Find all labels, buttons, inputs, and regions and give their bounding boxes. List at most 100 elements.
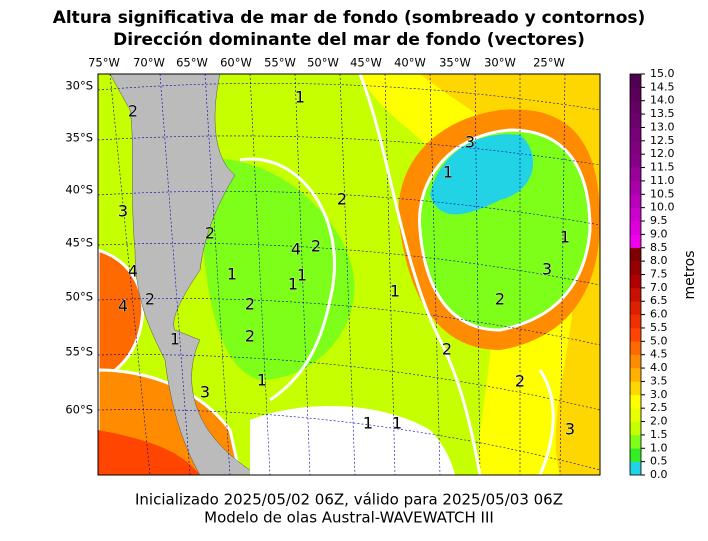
colorbar-tick-label: 7.5 <box>650 268 668 281</box>
contour-label: 1 <box>297 266 307 285</box>
lat-label: 60°S <box>65 403 93 417</box>
region-green-west <box>200 158 355 380</box>
contour-label: 1 <box>390 282 400 301</box>
lat-label: 55°S <box>65 345 93 359</box>
contour-label: 2 <box>245 327 255 346</box>
colorbar-segment <box>630 314 641 329</box>
lon-label: 45°W <box>350 56 382 70</box>
subtitle: Dirección dominante del mar de fondo (ve… <box>113 30 585 50</box>
lon-label: 70°W <box>133 56 165 70</box>
colorbar-tick-label: 6.0 <box>650 308 668 321</box>
colorbar-tick-label: 11.5 <box>650 161 675 174</box>
contour-label: 3 <box>542 260 552 279</box>
colorbar-segment <box>630 408 641 422</box>
lon-label: 35°W <box>439 56 471 70</box>
colorbar-segment <box>630 261 641 275</box>
region-red-sw <box>98 430 200 475</box>
contour-label: 4 <box>291 240 301 259</box>
colorbar-segment <box>630 154 641 168</box>
colorbar-segment <box>630 247 641 262</box>
colorbar-tick-label: 3.0 <box>650 388 668 401</box>
contour-label: 3 <box>465 133 475 152</box>
antarctic-ice <box>250 406 455 475</box>
contour-label: 1 <box>392 414 402 433</box>
colorbar-tick-label: 4.5 <box>650 348 668 361</box>
footer-line2: Modelo de olas Austral-WAVEWATCH III <box>204 509 494 527</box>
colorbar-tick-label: 10.0 <box>650 201 675 214</box>
colorbar-tick-label: 13.0 <box>650 120 675 133</box>
colorbar-tick-label: 11.0 <box>650 174 675 187</box>
contour-label: 2 <box>245 295 255 314</box>
lat-label: 45°S <box>65 236 93 250</box>
colorbar-tick-label: 9.0 <box>650 227 668 240</box>
colorbar-segment <box>630 167 641 182</box>
colorbar-segment <box>630 127 641 142</box>
colorbar-segment <box>630 434 641 449</box>
contour-label: 1 <box>288 275 298 294</box>
contour-label: 3 <box>200 383 210 402</box>
lon-label: 40°W <box>394 56 426 70</box>
colorbar-tick-label: 9.5 <box>650 214 668 227</box>
contour-label: 4 <box>128 262 138 281</box>
colorbar-segment <box>630 394 641 409</box>
title: Altura significativa de mar de fondo (so… <box>53 8 646 28</box>
colorbar-tick-label: 2.0 <box>650 415 668 428</box>
colorbar-tick-label: 3.5 <box>650 374 668 387</box>
map-area <box>98 74 600 475</box>
contours <box>239 74 555 475</box>
colorbar-segment <box>630 274 641 289</box>
colorbar-segment <box>630 448 641 462</box>
contour-label: 1 <box>443 163 453 182</box>
graticule <box>98 74 600 475</box>
colorbar-segment <box>630 421 641 436</box>
colorbar-tick-label: 7.0 <box>650 281 668 294</box>
contour-label: 1 <box>257 371 267 390</box>
lon-label: 60°W <box>220 56 252 70</box>
contour-label: 1 <box>560 228 570 247</box>
map-frame <box>97 73 601 476</box>
colorbar-tick-label: 8.5 <box>650 241 668 254</box>
contour-label: 1 <box>227 265 237 284</box>
contour-label: 2 <box>337 190 347 209</box>
colorbar-segment <box>630 221 641 235</box>
contour-label: 2 <box>515 372 525 391</box>
colorbar-tick-label: 6.5 <box>650 294 668 307</box>
colorbar-segment <box>630 287 641 302</box>
lat-label: 35°S <box>65 131 93 145</box>
colorbar-segment <box>630 207 641 222</box>
colorbar-segment <box>630 341 641 355</box>
lon-label: 30°W <box>484 56 516 70</box>
colorbar-segment <box>630 327 641 342</box>
colorbar-segment <box>630 381 641 396</box>
contour-label: 2 <box>495 290 505 309</box>
contour-label: 3 <box>565 420 575 439</box>
colorbar-tick-label: 0.0 <box>650 468 668 481</box>
lon-label: 55°W <box>264 56 296 70</box>
colorbar-tick-label: 15.0 <box>650 67 675 80</box>
colorbar-tick-label: 10.5 <box>650 187 675 200</box>
colorbar-segment <box>630 74 641 88</box>
colorbar-tick-label: 12.0 <box>650 147 675 160</box>
colorbar-segment <box>630 461 641 476</box>
contour-label: 1 <box>295 88 305 107</box>
region-cyan <box>430 134 534 215</box>
contour-label: 1 <box>170 330 180 349</box>
contour-label: 2 <box>442 340 452 359</box>
contour-label: 3 <box>118 202 128 221</box>
contour-label: 2 <box>128 102 138 121</box>
contour-label: 2 <box>311 237 321 256</box>
colorbar-segment <box>630 100 641 115</box>
contour-label: 2 <box>205 224 215 243</box>
colorbar-tick-label: 14.0 <box>650 94 675 107</box>
footer-line1: Inicializado 2025/05/02 06Z, válido para… <box>135 491 563 509</box>
colorbar-tick-label: 1.0 <box>650 441 668 454</box>
colorbar-tick-label: 5.5 <box>650 321 668 334</box>
lon-label: 50°W <box>307 56 339 70</box>
colorbar-tick-label: 4.0 <box>650 361 668 374</box>
colorbar-tick-label: 0.5 <box>650 455 668 468</box>
lat-label: 30°S <box>65 79 93 93</box>
colorbar-segment <box>630 368 641 382</box>
lon-label: 75°W <box>88 56 120 70</box>
colorbar-tick-label: 5.0 <box>650 334 668 347</box>
